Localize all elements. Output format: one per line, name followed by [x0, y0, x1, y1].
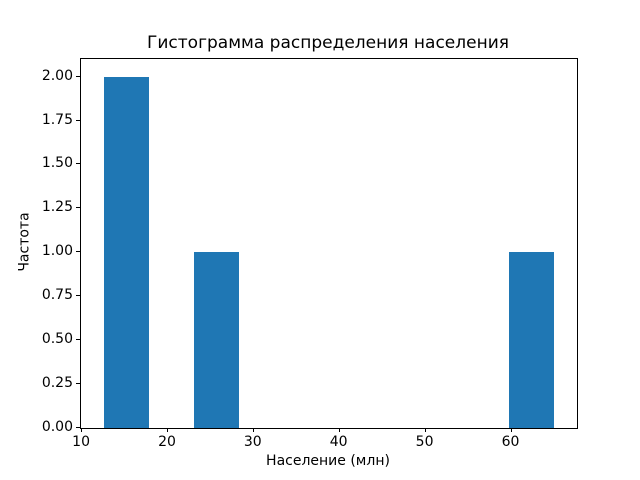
histogram-bar [193, 252, 239, 428]
y-tick-label: 0.75 [41, 287, 73, 304]
x-axis-label: Население (млн) [266, 453, 390, 469]
y-tick-mark [76, 339, 80, 341]
y-tick-label: 2.00 [41, 67, 73, 84]
y-axis-label: Частота [16, 212, 33, 272]
y-tick-mark [76, 295, 80, 297]
x-tick-label: 30 [243, 434, 262, 450]
y-tick-mark [76, 207, 80, 209]
y-tick-label: 1.25 [41, 199, 73, 216]
x-tick-label: 10 [72, 434, 91, 450]
y-tick-mark [76, 383, 80, 385]
y-tick-label: 0.25 [41, 375, 73, 392]
y-tick-mark [76, 251, 80, 253]
x-tick-label: 60 [501, 434, 520, 450]
y-tick-mark [76, 163, 80, 165]
x-tick-mark [167, 428, 168, 432]
x-tick-mark [338, 428, 340, 432]
x-tick-mark [81, 428, 83, 432]
chart-title: Гистограмма распределения населения [147, 33, 509, 53]
y-tick-label: 1.50 [41, 155, 73, 172]
x-tick-mark [510, 428, 512, 432]
histogram-bar [509, 252, 555, 428]
x-tick-mark [424, 428, 426, 432]
y-tick-label: 0.50 [41, 331, 73, 348]
x-tick-label: 40 [329, 434, 348, 450]
x-tick-label: 20 [158, 434, 176, 450]
y-tick-mark [76, 119, 80, 121]
x-tick-label: 50 [415, 434, 434, 450]
plot-area [80, 58, 578, 429]
y-tick-label: 1.75 [41, 111, 73, 128]
y-tick-label: 1.00 [41, 243, 73, 260]
histogram-bar [103, 76, 149, 428]
y-tick-label: 0.00 [41, 419, 73, 435]
y-tick-mark [76, 75, 80, 77]
x-tick-mark [252, 428, 254, 432]
y-tick-mark [76, 427, 80, 428]
